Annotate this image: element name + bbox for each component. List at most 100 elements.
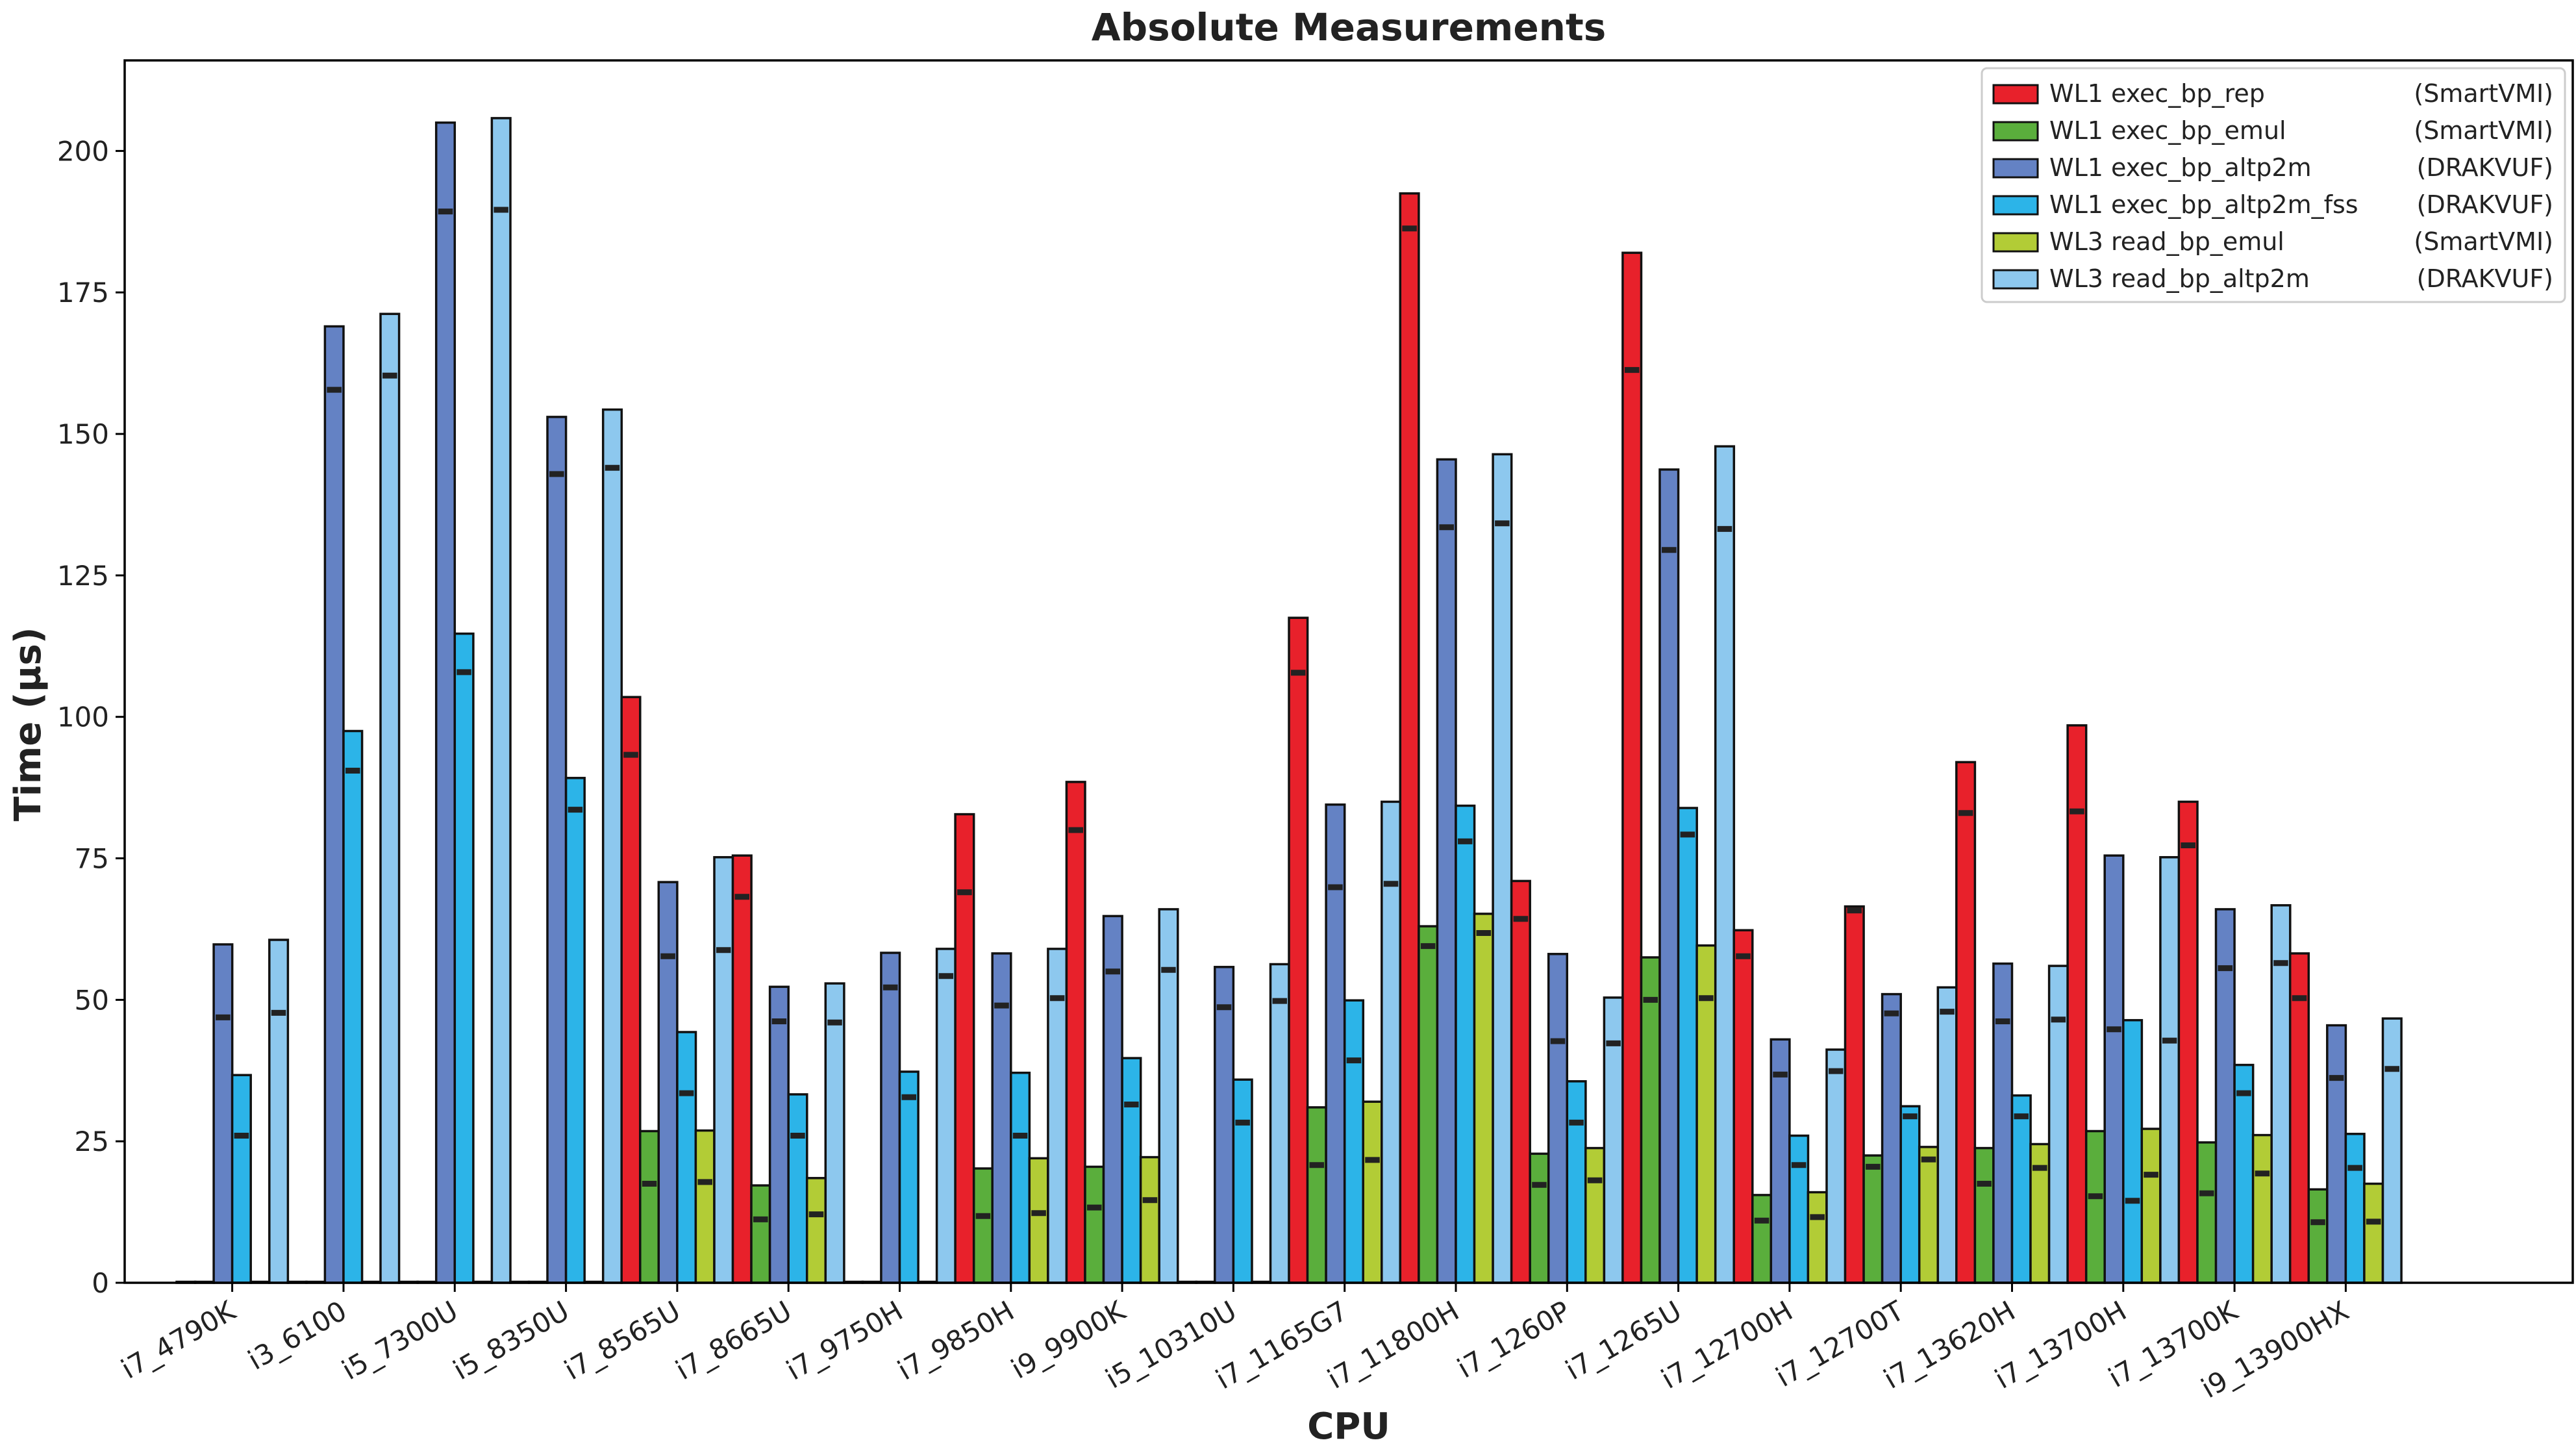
- bar-i7_9850H-s4: [1028, 1157, 1049, 1284]
- x-tick-label: i7_4790K: [116, 1294, 242, 1385]
- legend-series-name: WL1 exec_bp_altp2m: [2049, 153, 2312, 182]
- legend-series-tool: (SmartVMI): [2414, 116, 2553, 145]
- bar-i9_9900K-s5: [1158, 908, 1179, 1284]
- bar-i7_11800H-s3: [1455, 804, 1476, 1284]
- legend-swatch: [1992, 232, 2039, 253]
- bar-i7_13620H-s5: [2047, 965, 2069, 1284]
- bar-i7_9750H-s2: [880, 952, 901, 1284]
- bar-i7_8565U-s2: [657, 881, 679, 1284]
- bar-i5_10310U-s2: [1214, 966, 1235, 1284]
- legend-series-tool: (DRAKVUF): [2417, 153, 2553, 182]
- legend-series-name: WL1 exec_bp_altp2m_fss: [2049, 190, 2358, 219]
- bar-i3_6100-s3: [342, 729, 364, 1284]
- bar-i9_9900K-s0: [1065, 781, 1086, 1284]
- plot-frame: [123, 59, 2574, 1284]
- y-tick-label: 25: [75, 1126, 109, 1157]
- bar-i7_1260P-s2: [1547, 953, 1569, 1284]
- x-tick-label: i7_9750H: [781, 1294, 908, 1386]
- bar-i7_12700H-s1: [1751, 1194, 1773, 1284]
- bar-i7_8665U-s2: [768, 985, 790, 1284]
- bar-i9_9900K-s4: [1139, 1155, 1160, 1284]
- legend-series-tool: (DRAKVUF): [2417, 190, 2553, 219]
- bar-i7_9850H-s1: [972, 1167, 994, 1284]
- bar-i7_1165G7-s0: [1288, 616, 1309, 1284]
- x-tick-label: i7_1260P: [1452, 1294, 1575, 1384]
- bar-i7_13700H-s0: [2066, 724, 2088, 1284]
- bar-i7_9750H-s5: [935, 948, 957, 1284]
- bar-i7_13700K-s4: [2251, 1133, 2273, 1284]
- bar-i9_9900K-s3: [1121, 1057, 1142, 1284]
- bar-i5_7300U-s3: [453, 632, 475, 1284]
- legend-series-name: WL1 exec_bp_rep: [2049, 79, 2265, 108]
- y-tick-label: 100: [57, 701, 109, 733]
- bar-i5_8350U-s2: [546, 416, 568, 1284]
- legend-box: [1981, 67, 2566, 303]
- bar-i7_1265U-s2: [1658, 468, 1680, 1284]
- x-tick-label: i5_7300U: [336, 1294, 463, 1386]
- bar-i7_12700H-s4: [1807, 1191, 1828, 1284]
- y-tick-label: 0: [92, 1267, 109, 1299]
- legend-series-name: WL3 read_bp_emul: [2049, 227, 2284, 256]
- bars-layer: [175, 117, 2403, 1284]
- bar-i7_4790K-s2: [212, 943, 234, 1284]
- bar-i7_11800H-s5: [1492, 453, 1513, 1284]
- bar-i7_1165G7-s2: [1325, 803, 1346, 1284]
- bar-i7_1265U-s0: [1621, 251, 1643, 1284]
- bar-i7_12700T-s0: [1844, 905, 1865, 1284]
- bar-i7_9850H-s3: [1010, 1071, 1031, 1284]
- x-axis-label: CPU: [1307, 1406, 1390, 1448]
- bar-i7_11800H-s4: [1473, 913, 1494, 1284]
- y-tick-label: 150: [57, 418, 109, 450]
- chart-title: Absolute Measurements: [1092, 5, 1606, 49]
- legend-swatch: [1992, 84, 2039, 105]
- bar-i7_8665U-s0: [731, 854, 753, 1284]
- bar-i7_12700H-s5: [1825, 1048, 1847, 1284]
- bar-i7_12700T-s1: [1862, 1154, 1884, 1284]
- bar-i7_13700K-s1: [2196, 1141, 2218, 1284]
- bar-i7_12700T-s3: [1899, 1105, 1921, 1284]
- legend-series-name: WL1 exec_bp_emul: [2049, 116, 2286, 145]
- bar-i7_13700H-s3: [2122, 1018, 2144, 1284]
- legend-series-tool: (SmartVMI): [2414, 79, 2553, 108]
- median-markers: [216, 207, 2399, 1226]
- bar-i7_9750H-s3: [898, 1070, 919, 1284]
- y-tick-label: 200: [57, 135, 109, 167]
- legend-swatch: [1992, 121, 2039, 142]
- y-tick-label: 175: [57, 277, 109, 309]
- x-tick-label: i5_8350U: [447, 1294, 574, 1386]
- bar-i9_9900K-s1: [1084, 1165, 1105, 1284]
- x-axis-ticks: i7_4790K i3_6100i5_7300Ui5_8350Ui7_8565Ui…: [116, 1283, 2354, 1404]
- bar-i5_7300U-s2: [434, 121, 456, 1284]
- bar-i7_12700T-s2: [1881, 992, 1902, 1284]
- bar-i7_13620H-s2: [1992, 962, 2014, 1284]
- legend-series-name: WL3 read_bp_altp2m: [2049, 264, 2310, 293]
- legend-swatch: [1992, 195, 2039, 216]
- bar-i7_13620H-s4: [2029, 1142, 2051, 1284]
- y-tick-label: 125: [57, 560, 109, 592]
- y-tick-label: 50: [75, 984, 109, 1016]
- bar-i9_13900HX-s5: [2381, 1017, 2403, 1284]
- bar-i5_8350U-s3: [564, 777, 586, 1284]
- bar-i7_8665U-s4: [805, 1177, 827, 1284]
- bar-i7_12700H-s2: [1769, 1038, 1791, 1284]
- bar-i7_1165G7-s1: [1306, 1106, 1327, 1284]
- bar-i7_8565U-s1: [639, 1129, 660, 1284]
- bar-i5_8350U-s5: [601, 408, 623, 1284]
- bar-i7_1260P-s3: [1566, 1080, 1587, 1284]
- bar-i9_13900HX-s3: [2344, 1133, 2366, 1284]
- y-axis-ticks: 0 25 50 75 100 125 150 175 200: [57, 135, 125, 1299]
- bar-i7_8665U-s5: [824, 982, 845, 1284]
- bar-i5_10310U-s3: [1232, 1078, 1253, 1284]
- bar-i7_9850H-s0: [954, 813, 975, 1284]
- bar-i7_8565U-s5: [713, 856, 734, 1284]
- bar-i7_13700H-s1: [2084, 1129, 2107, 1284]
- bar-i9_13900HX-s2: [2326, 1024, 2347, 1284]
- bar-i7_13620H-s3: [2010, 1094, 2032, 1284]
- bar-i7_12700T-s4: [1918, 1146, 1940, 1284]
- bar-i7_13700H-s5: [2159, 856, 2181, 1284]
- x-tick-label: i7_8665U: [670, 1294, 797, 1386]
- legend-swatch: [1992, 269, 2039, 290]
- x-tick-label: i7_8565U: [559, 1294, 686, 1386]
- bar-i7_1260P-s4: [1584, 1146, 1606, 1284]
